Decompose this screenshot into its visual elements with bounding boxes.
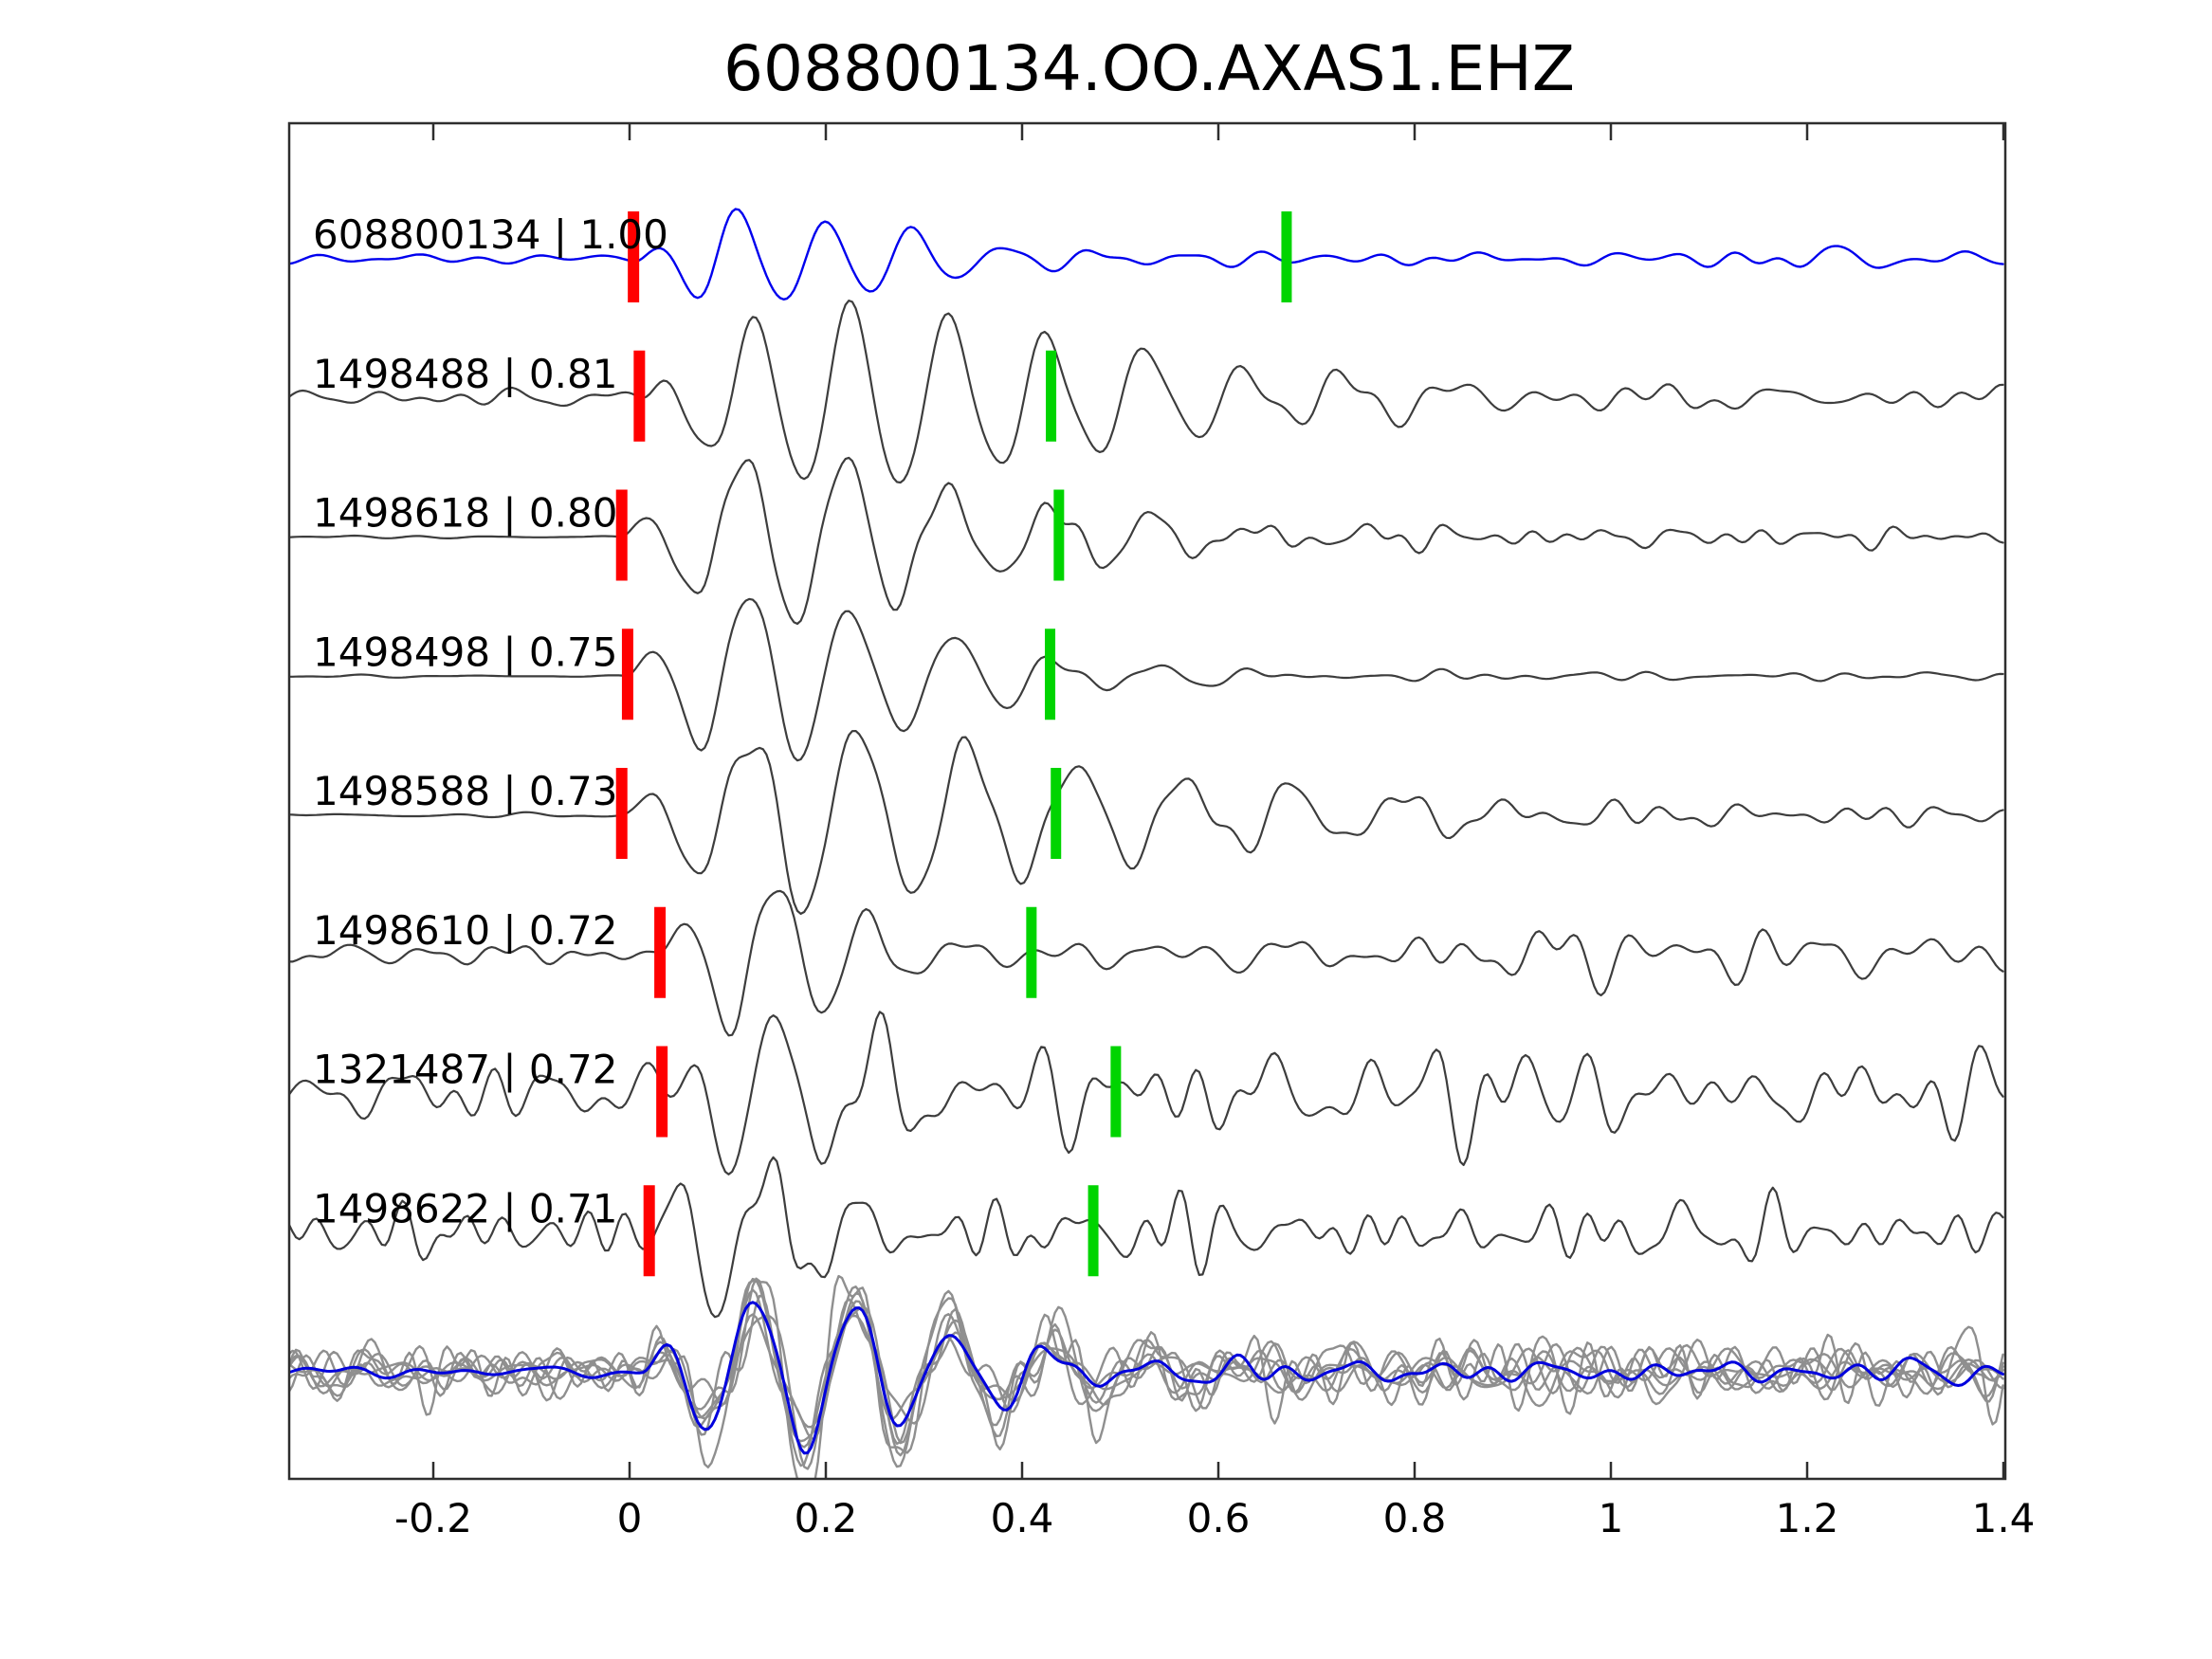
- s-pick-marker: [1088, 1185, 1099, 1277]
- x-tick-label: 0.8: [1383, 1495, 1447, 1541]
- s-pick-marker: [1281, 211, 1292, 302]
- p-pick-marker: [643, 1185, 655, 1277]
- stack-mean-trace: [290, 1301, 2004, 1455]
- trace-label: 1498488 | 0.81: [313, 351, 617, 397]
- s-pick-marker: [1053, 489, 1065, 581]
- trace-label: 1498588 | 0.73: [313, 768, 617, 814]
- trace-label: 1498622 | 0.71: [313, 1185, 617, 1231]
- trace-label: 1498610 | 0.72: [313, 907, 617, 954]
- waveform-trace-1498488: [290, 300, 2004, 484]
- p-pick-marker: [656, 1046, 668, 1138]
- p-pick-marker: [621, 629, 633, 720]
- waveform-trace-1498610: [290, 889, 2004, 1037]
- waveform-trace-1321487: [290, 1011, 2004, 1176]
- waveform-trace-608800134: [290, 208, 2004, 301]
- p-pick-marker: [654, 906, 667, 998]
- figure-title: 608800134.OO.AXAS1.EHZ: [723, 32, 1575, 105]
- waveform-trace-1498622: [290, 1156, 2004, 1319]
- x-tick-label: 1.2: [1776, 1495, 1839, 1541]
- s-pick-marker: [1026, 906, 1037, 998]
- p-pick-marker: [628, 211, 640, 302]
- waveform-trace-1498588: [290, 729, 2004, 916]
- s-pick-marker: [1051, 768, 1062, 859]
- waveform-trace-1498618: [290, 456, 2004, 626]
- x-tick-label: 0.2: [795, 1495, 858, 1541]
- p-pick-marker: [615, 768, 628, 859]
- stack-overlay-trace-2: [290, 1300, 2004, 1429]
- x-tick-label: 0.6: [1187, 1495, 1251, 1541]
- trace-label: 1498498 | 0.75: [313, 629, 617, 675]
- x-tick-label: 0: [617, 1495, 643, 1541]
- stack-overlay-trace-0: [290, 1312, 2004, 1470]
- p-pick-marker: [633, 350, 646, 442]
- x-tick-label: 0.4: [991, 1495, 1054, 1541]
- waveform-trace-1498498: [290, 597, 2004, 762]
- plot-frame: [287, 121, 2007, 1481]
- x-tick-label: -0.2: [394, 1495, 472, 1541]
- x-tick-label: 1.4: [1972, 1495, 2036, 1541]
- waveform-layer: [290, 208, 2004, 1478]
- s-pick-marker: [1110, 1046, 1122, 1138]
- p-pick-marker: [615, 489, 628, 581]
- s-pick-marker: [1046, 350, 1057, 442]
- trace-label: 1321487 | 0.72: [313, 1047, 617, 1093]
- x-tick-label: 1: [1599, 1495, 1624, 1541]
- trace-label: 1498618 | 0.80: [313, 490, 617, 537]
- s-pick-marker: [1045, 629, 1056, 720]
- trace-label: 608800134 | 1.00: [313, 211, 668, 258]
